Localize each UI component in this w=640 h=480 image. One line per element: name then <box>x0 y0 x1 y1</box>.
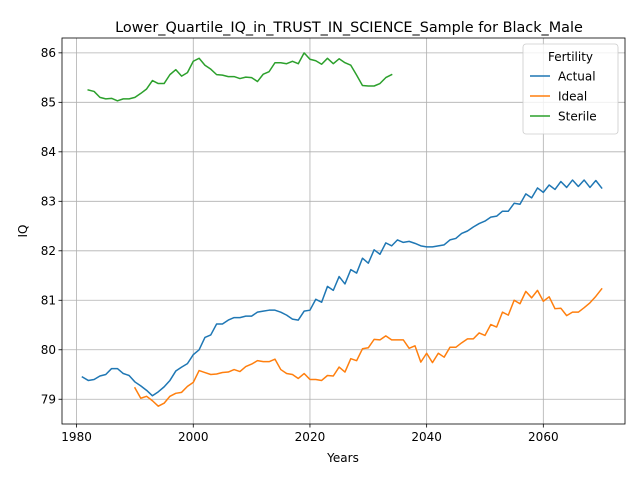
plot-area-frame <box>61 37 626 425</box>
x-tick-label: 2040 <box>411 430 442 444</box>
grid <box>62 38 625 424</box>
y-tick-label: 85 <box>41 96 56 110</box>
x-tick-label: 2020 <box>295 430 326 444</box>
chart-title: Lower_Quartile_IQ_in_TRUST_IN_SCIENCE_Sa… <box>115 20 583 36</box>
x-axis-label: Years <box>326 451 359 465</box>
x-tick-label: 1980 <box>61 430 92 444</box>
x-tick-label: 2000 <box>178 430 209 444</box>
y-tick-label: 83 <box>41 195 56 209</box>
legend-entry-actual: Actual <box>558 69 596 83</box>
legend-title: Fertility <box>548 50 593 64</box>
y-axis-label: IQ <box>16 225 30 238</box>
legend: Fertility Actual Ideal Sterile <box>522 43 619 135</box>
series-line-ideal <box>133 287 603 407</box>
legend-entry-ideal: Ideal <box>558 89 587 103</box>
y-tick-label: 84 <box>41 145 56 159</box>
y-tick-label: 86 <box>41 46 56 60</box>
y-tick-label: 81 <box>41 294 56 308</box>
y-tick-label: 80 <box>41 343 56 357</box>
series-lines <box>81 52 603 407</box>
legend-entry-sterile: Sterile <box>558 109 597 123</box>
series-line-sterile <box>87 52 393 102</box>
x-tick-label: 2060 <box>528 430 559 444</box>
series-line-actual <box>81 179 603 397</box>
y-tick-label: 79 <box>41 393 56 407</box>
legend-box <box>522 43 619 135</box>
axis-ticks: 1980 2000 2020 2040 2060 79 80 81 82 83 84 85 86 <box>41 46 559 444</box>
y-tick-label: 82 <box>41 244 56 258</box>
